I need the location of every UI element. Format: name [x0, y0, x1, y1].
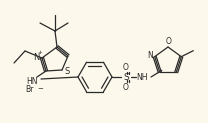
Text: N: N: [33, 53, 39, 62]
Text: N: N: [147, 51, 152, 60]
Text: −: −: [37, 86, 43, 92]
Text: O: O: [123, 62, 129, 71]
Text: S: S: [64, 68, 70, 77]
Text: O: O: [123, 83, 129, 92]
Text: +: +: [38, 51, 42, 55]
Text: HN: HN: [26, 77, 38, 85]
Text: O: O: [166, 38, 172, 46]
Text: Br: Br: [25, 85, 33, 94]
Text: S: S: [123, 72, 129, 82]
Text: NH: NH: [136, 72, 148, 82]
